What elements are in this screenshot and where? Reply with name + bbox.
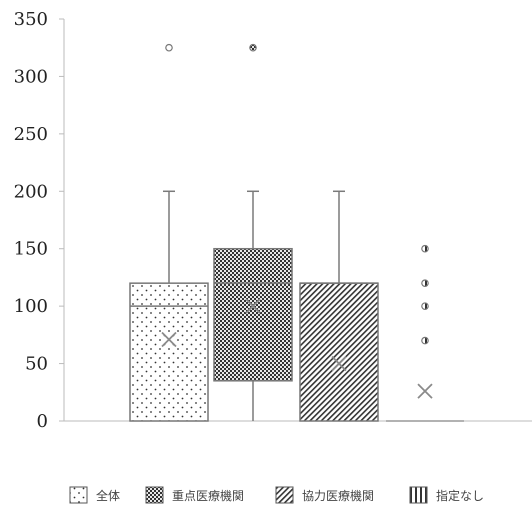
y-tick-label: 300	[14, 66, 48, 87]
legend-label: 全体	[96, 488, 120, 503]
legend-swatch-vertical	[409, 486, 428, 504]
box-body	[129, 282, 209, 422]
legend-swatch-diagonal	[275, 486, 294, 504]
mean-marker	[331, 355, 347, 372]
mean-marker-stroke	[161, 331, 177, 348]
y-tick-label: 200	[14, 181, 48, 202]
legend-label: 協力医療機関	[302, 488, 374, 503]
box-body	[299, 282, 379, 422]
box-checker	[213, 43, 293, 421]
y-tick-label: 150	[14, 239, 48, 260]
mean-marker-stroke	[245, 298, 261, 314]
outlier-point	[421, 302, 429, 310]
box-layer	[129, 43, 464, 422]
box-diagonal	[299, 190, 379, 422]
legend-swatch-dots	[69, 486, 88, 504]
legend-label: 指定なし	[436, 488, 484, 503]
y-tick-label: 0	[37, 411, 48, 432]
box-vertical	[386, 244, 464, 422]
y-tick-label: 50	[25, 354, 48, 375]
mean-marker-stroke	[417, 383, 433, 399]
mean-marker	[245, 298, 261, 314]
axis-layer: 0 50 100 150 200 250 300 350	[14, 9, 532, 432]
y-tick-label: 100	[14, 296, 48, 317]
legend: 全体 重点医療機関 協力医療機関 指定なし	[69, 486, 484, 504]
outlier-point	[421, 244, 429, 253]
outlier-point	[249, 43, 257, 52]
mean-marker	[161, 331, 177, 348]
box-body	[213, 247, 293, 382]
outlier-point	[421, 279, 429, 287]
y-tick-label: 350	[14, 9, 48, 30]
outlier-point	[421, 336, 429, 345]
y-tick-label: 250	[14, 124, 48, 145]
box-dots	[129, 43, 209, 422]
mean-marker	[417, 383, 433, 399]
mean-marker-stroke	[331, 355, 347, 372]
legend-swatch-checker	[145, 486, 164, 504]
outlier-point	[165, 43, 173, 52]
legend-label: 重点医療機関	[172, 488, 244, 503]
